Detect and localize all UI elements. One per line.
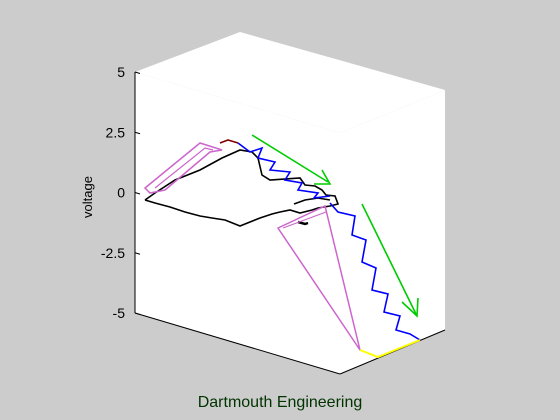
black-trace-segment: [293, 197, 331, 205]
z-axis: 5 2.5 0 -2.5 -5: [101, 64, 446, 375]
magenta-triangle: [276, 204, 361, 351]
z-tick-label: -5: [113, 305, 126, 321]
green-arrow-lower: [361, 203, 419, 318]
z-tick: [134, 252, 141, 255]
z-tick: [134, 131, 141, 135]
footer-label: Dartmouth Engineering: [198, 394, 363, 411]
magenta-triangle-inner: [282, 211, 327, 229]
bottom-edge-left: [134, 312, 341, 375]
dark-red-trace: [219, 139, 239, 144]
black-trace-blob: [297, 220, 309, 226]
left-pane: [135, 72, 340, 374]
magenta-arrow-inner: [154, 147, 214, 189]
z-tick-label: 5: [117, 64, 125, 80]
top-pane: [135, 32, 445, 133]
axes-box: [135, 32, 445, 374]
ylabel: voltage: [80, 176, 95, 218]
z-tick: [134, 312, 141, 315]
blue-trace-upper: [237, 142, 331, 200]
z-tick-label: 2.5: [106, 124, 126, 140]
z-tick-label: -2.5: [101, 245, 125, 261]
z-tick-label: 0: [117, 185, 125, 201]
green-arrow-upper: [251, 134, 332, 185]
black-trace: [144, 149, 340, 227]
z-tick: [134, 192, 141, 195]
magenta-arrow-shape: [143, 142, 223, 194]
blue-trace-lower: [329, 202, 421, 341]
right-pane: [340, 90, 445, 374]
yellow-trace: [359, 339, 421, 359]
z-tick: [134, 71, 141, 74]
traces: [143, 134, 421, 359]
